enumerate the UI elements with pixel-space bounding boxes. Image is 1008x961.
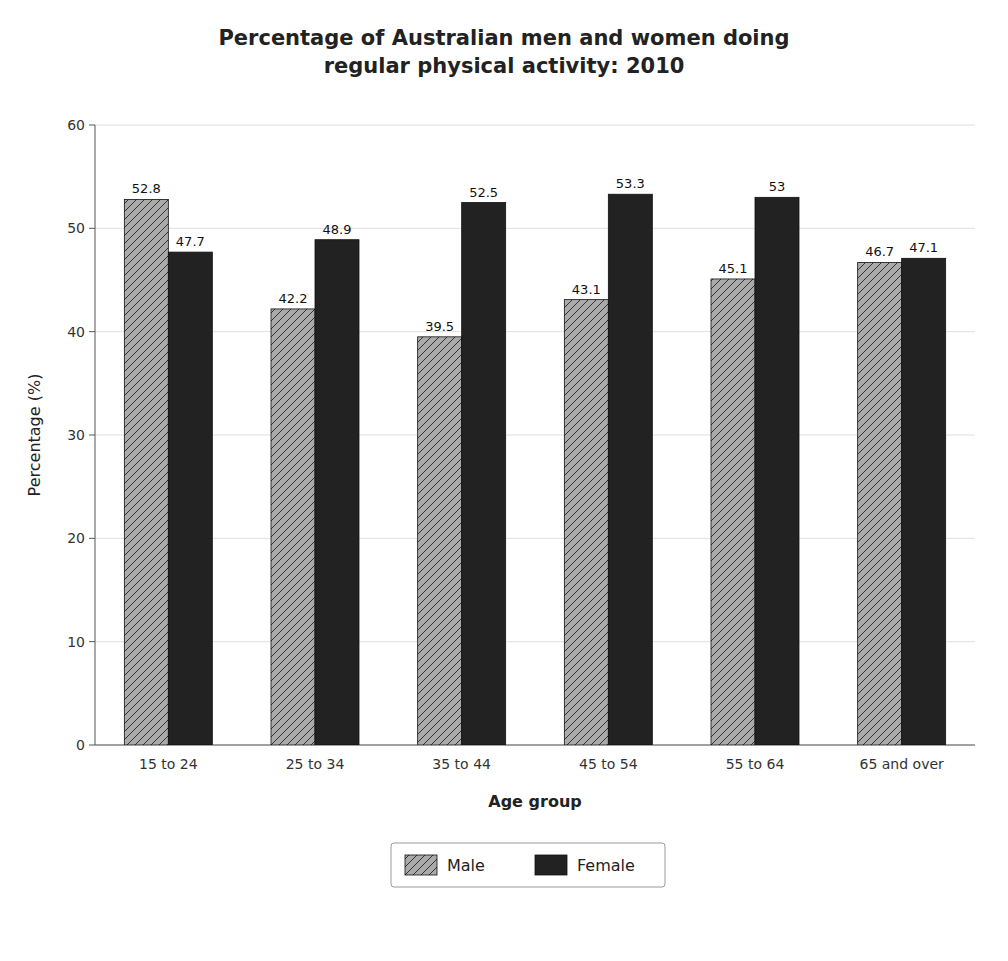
bar bbox=[902, 258, 946, 745]
data-label: 45.1 bbox=[719, 261, 748, 276]
data-label: 53 bbox=[769, 179, 786, 194]
y-tick bbox=[89, 538, 95, 539]
grid-line bbox=[95, 125, 975, 126]
data-labels: 52.8 42.2 39.5 43.1 45.1 46.7 47.7 48.9 52.5 53.3… bbox=[132, 176, 938, 334]
y-axis-line bbox=[95, 125, 96, 745]
bar bbox=[564, 300, 608, 745]
data-label: 53.3 bbox=[616, 176, 645, 191]
data-label: 47.1 bbox=[909, 240, 938, 255]
y-tick-label: 60 bbox=[67, 117, 85, 133]
y-tick-label: 40 bbox=[67, 324, 85, 340]
bar bbox=[711, 279, 755, 745]
grid-line bbox=[95, 435, 975, 436]
bar bbox=[124, 199, 168, 745]
y-tick bbox=[89, 125, 95, 126]
data-label: 52.8 bbox=[132, 181, 161, 196]
x-axis-label: Age group bbox=[488, 792, 581, 811]
bar bbox=[168, 252, 212, 745]
x-axis-line bbox=[95, 745, 975, 746]
bar bbox=[755, 197, 799, 745]
grid-line bbox=[95, 538, 975, 539]
bar bbox=[608, 194, 652, 745]
x-tick-label: 45 to 54 bbox=[579, 756, 638, 772]
title: Percentage of Australian men and women d… bbox=[218, 26, 789, 78]
data-label: 52.5 bbox=[469, 185, 498, 200]
grid-line bbox=[95, 745, 975, 746]
grid bbox=[95, 125, 975, 745]
x-tick-label: 35 to 44 bbox=[432, 756, 491, 772]
y-axis-label: Percentage (%) bbox=[25, 374, 44, 497]
bar bbox=[315, 240, 359, 745]
legend: Male Female bbox=[391, 843, 665, 887]
y-tick bbox=[89, 641, 95, 642]
data-label: 46.7 bbox=[865, 244, 894, 259]
bar bbox=[271, 309, 315, 745]
data-label: 48.9 bbox=[323, 222, 352, 237]
chart: Percentage of Australian men and women d… bbox=[0, 0, 1008, 961]
legend-label: Male bbox=[447, 856, 485, 875]
data-label: 43.1 bbox=[572, 282, 601, 297]
legend-frame bbox=[391, 843, 665, 887]
y-tick-label: 30 bbox=[67, 427, 85, 443]
bar bbox=[858, 262, 902, 745]
grid-line bbox=[95, 228, 975, 229]
bars bbox=[124, 194, 945, 745]
y-tick-label: 10 bbox=[67, 634, 85, 650]
y-tick-label: 20 bbox=[67, 530, 85, 546]
title-line: Percentage of Australian men and women d… bbox=[218, 26, 789, 50]
x-tick-label: 15 to 24 bbox=[139, 756, 198, 772]
x-tick-label: 25 to 34 bbox=[286, 756, 345, 772]
grid-line bbox=[95, 331, 975, 332]
data-label: 39.5 bbox=[425, 319, 454, 334]
y-tick bbox=[89, 331, 95, 332]
data-label: 47.7 bbox=[176, 234, 205, 249]
x-tick-label: 65 and over bbox=[860, 756, 945, 772]
x-tick-label: 55 to 64 bbox=[726, 756, 785, 772]
y-tick-label: 0 bbox=[76, 737, 85, 753]
legend-swatch bbox=[535, 855, 567, 875]
grid-line bbox=[95, 641, 975, 642]
bar bbox=[418, 337, 462, 745]
legend-label: Female bbox=[577, 856, 635, 875]
title-line: regular physical activity: 2010 bbox=[324, 54, 685, 78]
y-tick-label: 50 bbox=[67, 220, 85, 236]
data-label: 42.2 bbox=[279, 291, 308, 306]
y-tick bbox=[89, 745, 95, 746]
y-tick bbox=[89, 228, 95, 229]
bar bbox=[462, 203, 506, 746]
legend-swatch bbox=[405, 855, 437, 875]
axes: 0 10 20 30 40 50 60 15 to 24 25 to 34 35 to 44 45 … bbox=[67, 117, 975, 772]
background bbox=[0, 0, 1008, 961]
y-tick bbox=[89, 435, 95, 436]
